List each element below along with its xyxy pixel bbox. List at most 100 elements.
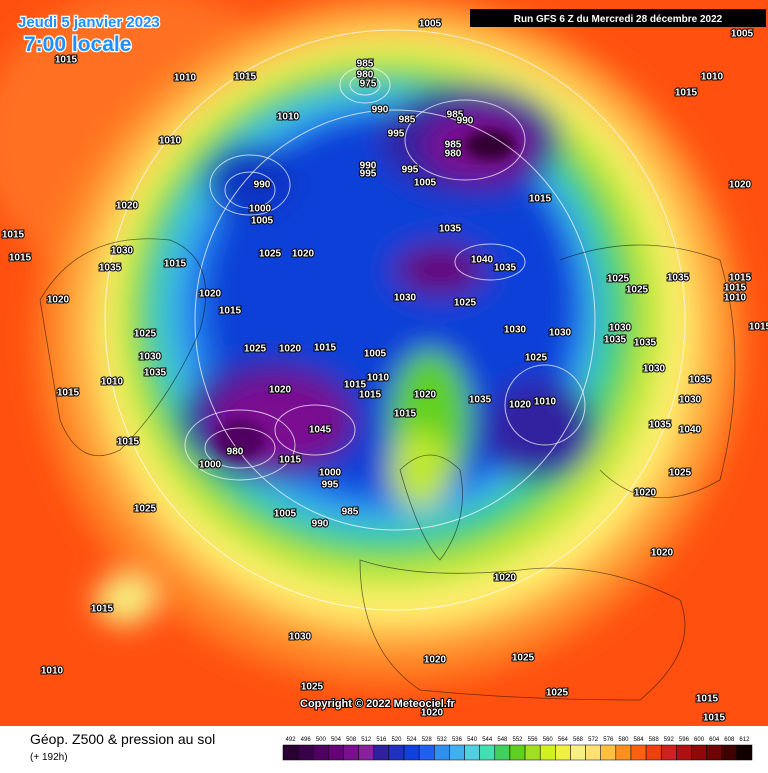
pressure-label: 985: [447, 110, 464, 121]
pressure-label: 1030: [549, 328, 572, 339]
pressure-label: 1015: [703, 713, 726, 724]
pressure-label: 1010: [277, 112, 300, 123]
pressure-label: 1030: [394, 293, 417, 304]
pressure-label: 995: [388, 129, 405, 140]
legend-tick-label: 492: [286, 737, 297, 743]
legend-tick-label: 608: [724, 737, 735, 743]
legend-tick-label: 596: [679, 737, 690, 743]
legend-tick-label: 548: [497, 737, 508, 743]
legend-swatch: [660, 744, 677, 761]
legend-swatch: [555, 744, 571, 761]
pressure-label: 1025: [134, 329, 157, 340]
pressure-label: 1010: [159, 136, 182, 147]
pressure-label: 1020: [292, 249, 315, 260]
legend-tick-label: 588: [649, 737, 660, 743]
pressure-label: 1005: [251, 216, 274, 227]
pressure-label: 1035: [494, 263, 517, 274]
legend-tick-label: 544: [482, 737, 493, 743]
pressure-label: 985: [445, 140, 462, 151]
pressure-label: 1030: [679, 395, 702, 406]
legend-tick-label: 564: [558, 737, 569, 743]
legend-tick-label: 612: [739, 737, 750, 743]
legend-swatch: [358, 744, 375, 761]
pressure-label: 1020: [509, 400, 532, 411]
pressure-label: 990: [457, 116, 474, 127]
legend-swatch: [600, 744, 617, 761]
legend-swatch: [403, 744, 420, 761]
pressure-label: 1020: [424, 655, 447, 666]
pressure-label: 1015: [219, 306, 242, 317]
pressure-label: 1015: [344, 380, 367, 391]
pressure-label: 1020: [651, 548, 674, 559]
pressure-label: 1035: [144, 368, 167, 379]
pressure-label: 980: [445, 149, 462, 160]
legend-swatch: [691, 744, 707, 761]
run-box: [470, 9, 766, 27]
pressure-label: 1020: [199, 289, 222, 300]
pressure-label: 1000: [319, 468, 342, 479]
legend-swatch: [282, 744, 299, 761]
pressure-label: 1015: [749, 322, 768, 333]
pressure-label: 1010: [367, 373, 390, 384]
legend-swatch: [434, 744, 450, 761]
pressure-label: 1025: [134, 504, 157, 515]
legend-swatch: [570, 744, 586, 761]
pressure-label: 985: [357, 59, 374, 70]
pressure-label: 1000: [249, 204, 272, 215]
legend-tick-label: 500: [316, 737, 327, 743]
pressure-label: 995: [402, 165, 419, 176]
legend-swatch: [388, 744, 405, 761]
pressure-label: 1035: [667, 273, 690, 284]
pressure-label: 1010: [41, 666, 64, 677]
legend-tick-label: 496: [301, 737, 312, 743]
legend-swatch: [706, 744, 722, 761]
legend-swatch: [645, 744, 662, 761]
pressure-label: 1025: [626, 285, 649, 296]
pressure-label: 1040: [471, 255, 494, 266]
pressure-label: 1025: [301, 682, 324, 693]
pressure-label: 1005: [731, 29, 754, 40]
pressure-label: 1010: [101, 377, 124, 388]
pressure-label: 1035: [634, 338, 657, 349]
pressure-label: 1025: [546, 688, 569, 699]
pressure-label: 1015: [57, 388, 80, 399]
pressure-label: 1035: [99, 263, 122, 274]
legend-tick-label: 532: [437, 737, 448, 743]
legend-swatch: [464, 744, 480, 761]
pressure-label: 1040: [679, 425, 702, 436]
pressure-label: 1015: [164, 259, 187, 270]
pressure-label: 1010: [534, 397, 557, 408]
legend-tick-label: 524: [407, 737, 418, 743]
pressure-label: 1030: [139, 352, 162, 363]
pressure-label: 990: [312, 519, 329, 530]
legend-swatch: [494, 744, 511, 761]
legend-swatch: [418, 744, 435, 761]
legend-tick-label: 536: [452, 737, 463, 743]
legend-tick-label: 508: [346, 737, 357, 743]
pressure-label: 985: [342, 507, 359, 518]
pressure-label: 1020: [634, 488, 657, 499]
pressure-label: 1025: [512, 653, 535, 664]
legend-swatch: [615, 744, 632, 761]
valid-date: Jeudi 5 janvier 2023: [18, 14, 160, 31]
pressure-label: 1020: [269, 385, 292, 396]
lead-time: (+ 192h): [30, 752, 68, 763]
pressure-label: 1025: [607, 274, 630, 285]
legend-swatch: [736, 744, 753, 761]
pressure-label: 1015: [234, 72, 257, 83]
legend-tick-label: 556: [528, 737, 539, 743]
pressure-label: 1015: [117, 437, 140, 448]
pressure-label: 1035: [439, 224, 462, 235]
pressure-label: 1020: [47, 295, 70, 306]
pressure-label: 1010: [174, 73, 197, 84]
pressure-label: 1010: [701, 72, 724, 83]
pressure-label: 995: [360, 169, 377, 180]
pressure-label: 1015: [359, 390, 382, 401]
pressure-label: 1020: [494, 573, 517, 584]
pressure-label: 1015: [55, 55, 78, 66]
legend-tick-label: 576: [603, 737, 614, 743]
pressure-label: 1015: [675, 88, 698, 99]
pressure-label: 990: [372, 105, 389, 116]
legend-tick-label: 580: [618, 737, 629, 743]
